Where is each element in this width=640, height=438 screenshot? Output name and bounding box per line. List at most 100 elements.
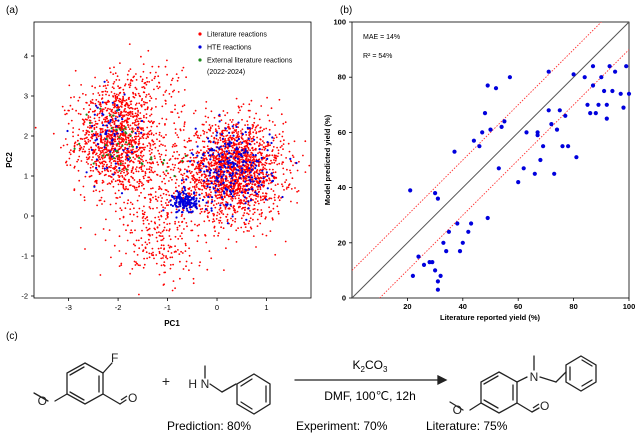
pca-point-literature [251,183,254,186]
pca-point-literature [96,123,99,125]
pca-point-literature [165,118,168,121]
pca-point-literature [113,123,116,126]
pca-point-literature [142,129,145,132]
pca-point-literature [230,198,233,200]
pca-point-literature [116,160,119,163]
pca-point-literature [282,161,285,164]
pca-point-literature [163,226,166,229]
pca-point-literature [238,146,241,149]
pca-point-literature [101,122,104,124]
reagent-fluoro-methoxybenzaldehyde [33,362,127,405]
pca-point-hte [207,151,210,154]
pca-point-literature [251,147,254,150]
pca-point-literature [233,211,236,214]
pca-point-literature [174,250,177,253]
pca-point-literature [129,111,132,114]
pca-point-hte [176,205,179,208]
yield-point [410,273,415,278]
pca-point-literature [174,104,177,107]
pca-point-literature [131,129,134,131]
pca-point-literature [91,85,94,88]
pca-point-literature [93,151,95,154]
pca-point-literature [235,152,238,155]
pca-point-literature [253,158,255,161]
pca-point-literature [189,208,192,211]
pca-point-literature [265,179,268,182]
pca-point-literature [234,155,236,158]
pca-point-literature [230,145,233,148]
pca-point-literature [250,138,253,140]
pca-point-literature [103,101,106,104]
pca-point-hte [202,179,205,182]
pca-point-literature [80,84,82,86]
parity-reference-lines [352,22,629,298]
pca-point-literature [219,139,222,142]
pca-point-literature [155,236,158,239]
pca-point-literature [265,127,268,130]
pca-point-hte [110,130,113,133]
pca-point-literature [181,187,184,190]
pca-point-literature [104,239,107,242]
yield-point [532,171,537,176]
pca-point-literature [269,230,272,233]
pca-point-hte [240,191,244,194]
pca-point-literature [256,169,259,171]
pca-point-hte [228,152,231,155]
pca-point-literature [162,244,165,247]
pca-point-literature [166,198,169,201]
pca-point-literature [232,184,235,187]
pca-point-literature [257,164,260,167]
pca-point-literature [270,188,273,191]
pca-point-hte [190,198,193,201]
pca-point-literature [284,181,286,184]
pca-point-literature [259,222,262,225]
pca-point-literature [183,125,186,128]
pca-point-literature [204,176,206,179]
pca-point-hte [212,141,215,144]
pca-point-literature [115,115,117,118]
pca-point-literature [113,100,116,103]
pca-point-literature [117,163,120,165]
pca-point-literature [190,189,193,192]
pca-point-hte [270,172,273,175]
error-band-line [352,22,602,271]
pca-point-literature [150,97,153,100]
pca-point-hte [258,173,261,176]
pca-point-hte [179,200,182,203]
pca-point-literature [189,156,192,159]
pca-point-literature [154,75,157,78]
pca-point-literature [213,137,216,140]
pca-point-literature [137,124,140,126]
pca-point-literature [122,114,124,117]
pca-point-literature [143,257,146,260]
pca-point-literature [206,183,209,186]
pca-point-hte [182,190,185,193]
pca-point-literature [157,163,160,166]
pca-point-literature [228,149,230,152]
pca-point-hte [96,106,99,109]
pca-point-literature [266,96,268,99]
pca-point-literature [114,103,116,105]
pca-point-literature [147,136,150,139]
pca-point-literature [170,95,173,98]
pca-point-literature [133,75,136,78]
pca-point-literature [222,145,225,148]
pca-point-literature [213,164,216,167]
pca-point-literature [68,157,71,160]
pca-point-hte [210,209,213,212]
pca-point-literature [95,162,97,165]
mae-annotation: MAE = 14% [363,34,400,41]
pca-point-literature [135,88,138,91]
pca-point-literature [278,162,281,165]
pca-point-literature [199,162,202,164]
pca-point-literature [166,59,168,62]
literature-result: Literature: 75% [426,419,508,433]
pca-point-literature [230,180,232,183]
pca-point-literature [100,147,103,150]
pca-point-literature [157,65,160,68]
yield-point [435,196,440,201]
pca-point-literature [142,222,145,225]
pca-point-literature [96,113,99,115]
pca-point-literature [255,112,257,115]
pca-point-literature [149,201,152,204]
